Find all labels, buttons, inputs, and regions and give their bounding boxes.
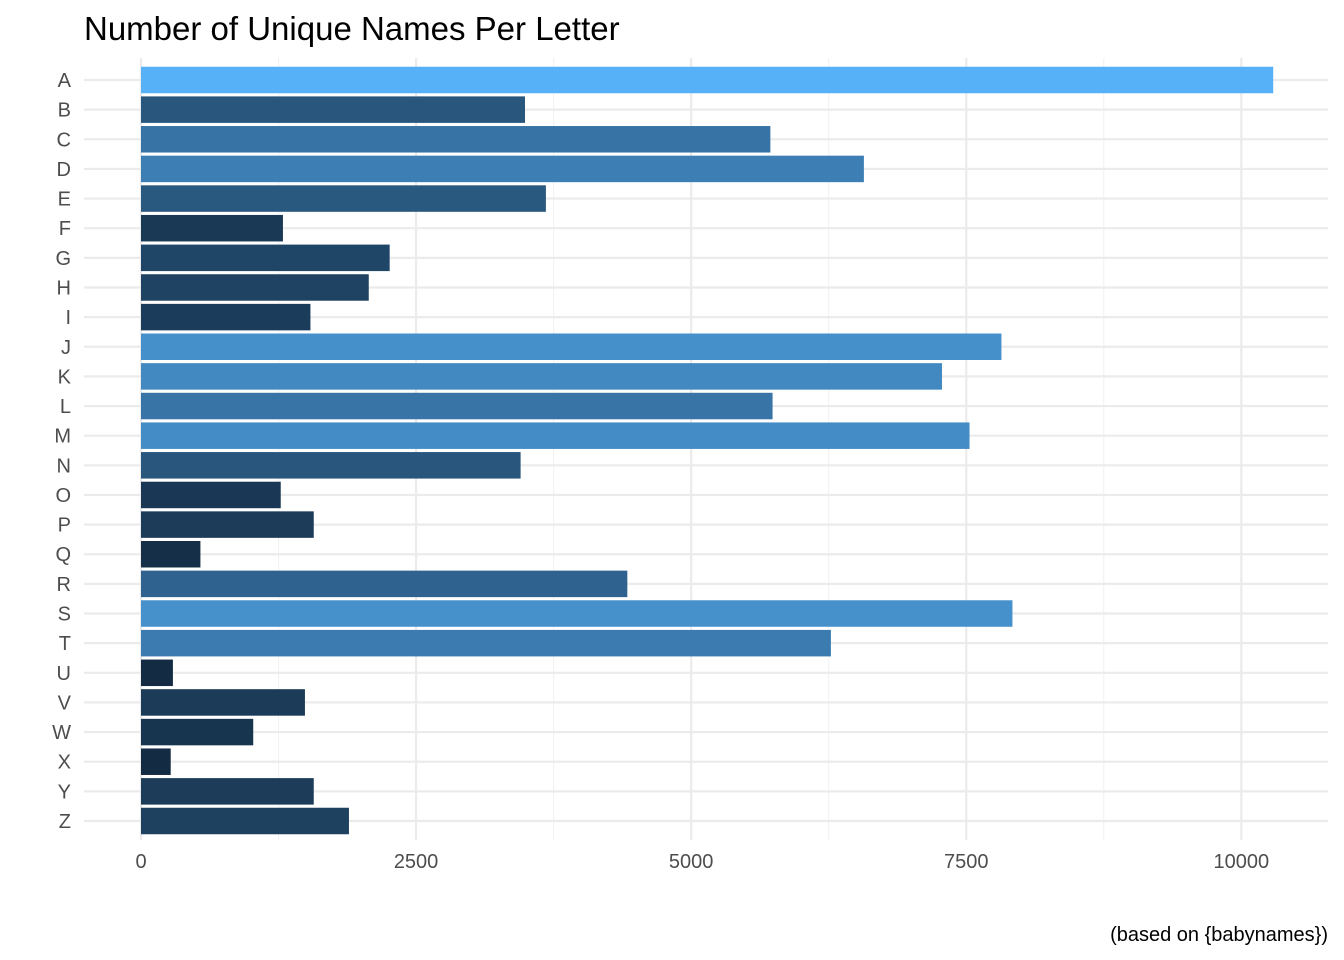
chart-caption: (based on {babynames}): [1110, 924, 1328, 946]
y-tick-label: H: [57, 277, 71, 299]
bar-y: [141, 778, 314, 805]
bar-q: [141, 540, 201, 568]
y-tick-label: W: [52, 722, 71, 744]
y-tick-label: R: [57, 574, 71, 596]
bar-c: [141, 126, 771, 153]
bar-f: [141, 214, 283, 242]
y-tick-label: Z: [59, 811, 71, 833]
bar-o: [141, 481, 281, 509]
y-tick-label: V: [58, 692, 72, 714]
y-tick-label: L: [60, 396, 71, 418]
bar-j: [141, 333, 1002, 361]
y-tick-label: Y: [58, 781, 71, 803]
bar-k: [141, 363, 943, 390]
bars-layer: [141, 66, 1274, 835]
y-tick-label: C: [57, 129, 71, 151]
y-tick-label: B: [58, 100, 71, 122]
y-tick-label: O: [55, 485, 71, 507]
chart-title: Number of Unique Names Per Letter: [84, 10, 620, 47]
y-tick-label: F: [59, 218, 71, 240]
bar-s: [141, 600, 1013, 627]
x-tick-label: 2500: [394, 851, 439, 873]
bar-i: [141, 303, 311, 331]
y-tick-label: E: [58, 189, 71, 211]
x-tick-labels: 0 2500 5000 7500 10000: [135, 851, 1269, 873]
y-tick-label: J: [61, 337, 71, 359]
y-tick-label: I: [65, 307, 71, 329]
bar-d: [141, 155, 864, 183]
y-tick-label: G: [55, 248, 71, 270]
bar-b: [141, 96, 526, 123]
bar-w: [141, 718, 254, 746]
x-tick-label: 10000: [1213, 851, 1269, 873]
bar-h: [141, 274, 369, 301]
bar-n: [141, 452, 521, 479]
bar-m: [141, 422, 970, 449]
y-tick-label: T: [59, 633, 71, 655]
bar-u: [141, 659, 173, 687]
y-tick-label: S: [58, 604, 71, 626]
y-tick-label: A: [58, 70, 72, 92]
bar-l: [141, 392, 773, 420]
bar-r: [141, 570, 628, 598]
bar-g: [141, 244, 390, 272]
y-tick-label: D: [57, 159, 71, 181]
bar-v: [141, 689, 305, 716]
y-tick-label: K: [58, 366, 72, 388]
bar-p: [141, 511, 314, 538]
y-tick-label: X: [58, 752, 71, 774]
bar-x: [141, 748, 171, 775]
bar-e: [141, 185, 546, 212]
y-tick-label: Q: [55, 544, 71, 566]
x-tick-label: 0: [135, 851, 146, 873]
x-tick-label: 5000: [669, 851, 714, 873]
y-tick-label: U: [57, 663, 71, 685]
y-tick-label: N: [57, 455, 71, 477]
bar-z: [141, 807, 349, 835]
y-tick-label: P: [58, 515, 71, 537]
bar-a: [141, 66, 1274, 94]
y-tick-label: M: [54, 426, 71, 448]
x-tick-label: 7500: [944, 851, 989, 873]
bar-t: [141, 629, 831, 657]
